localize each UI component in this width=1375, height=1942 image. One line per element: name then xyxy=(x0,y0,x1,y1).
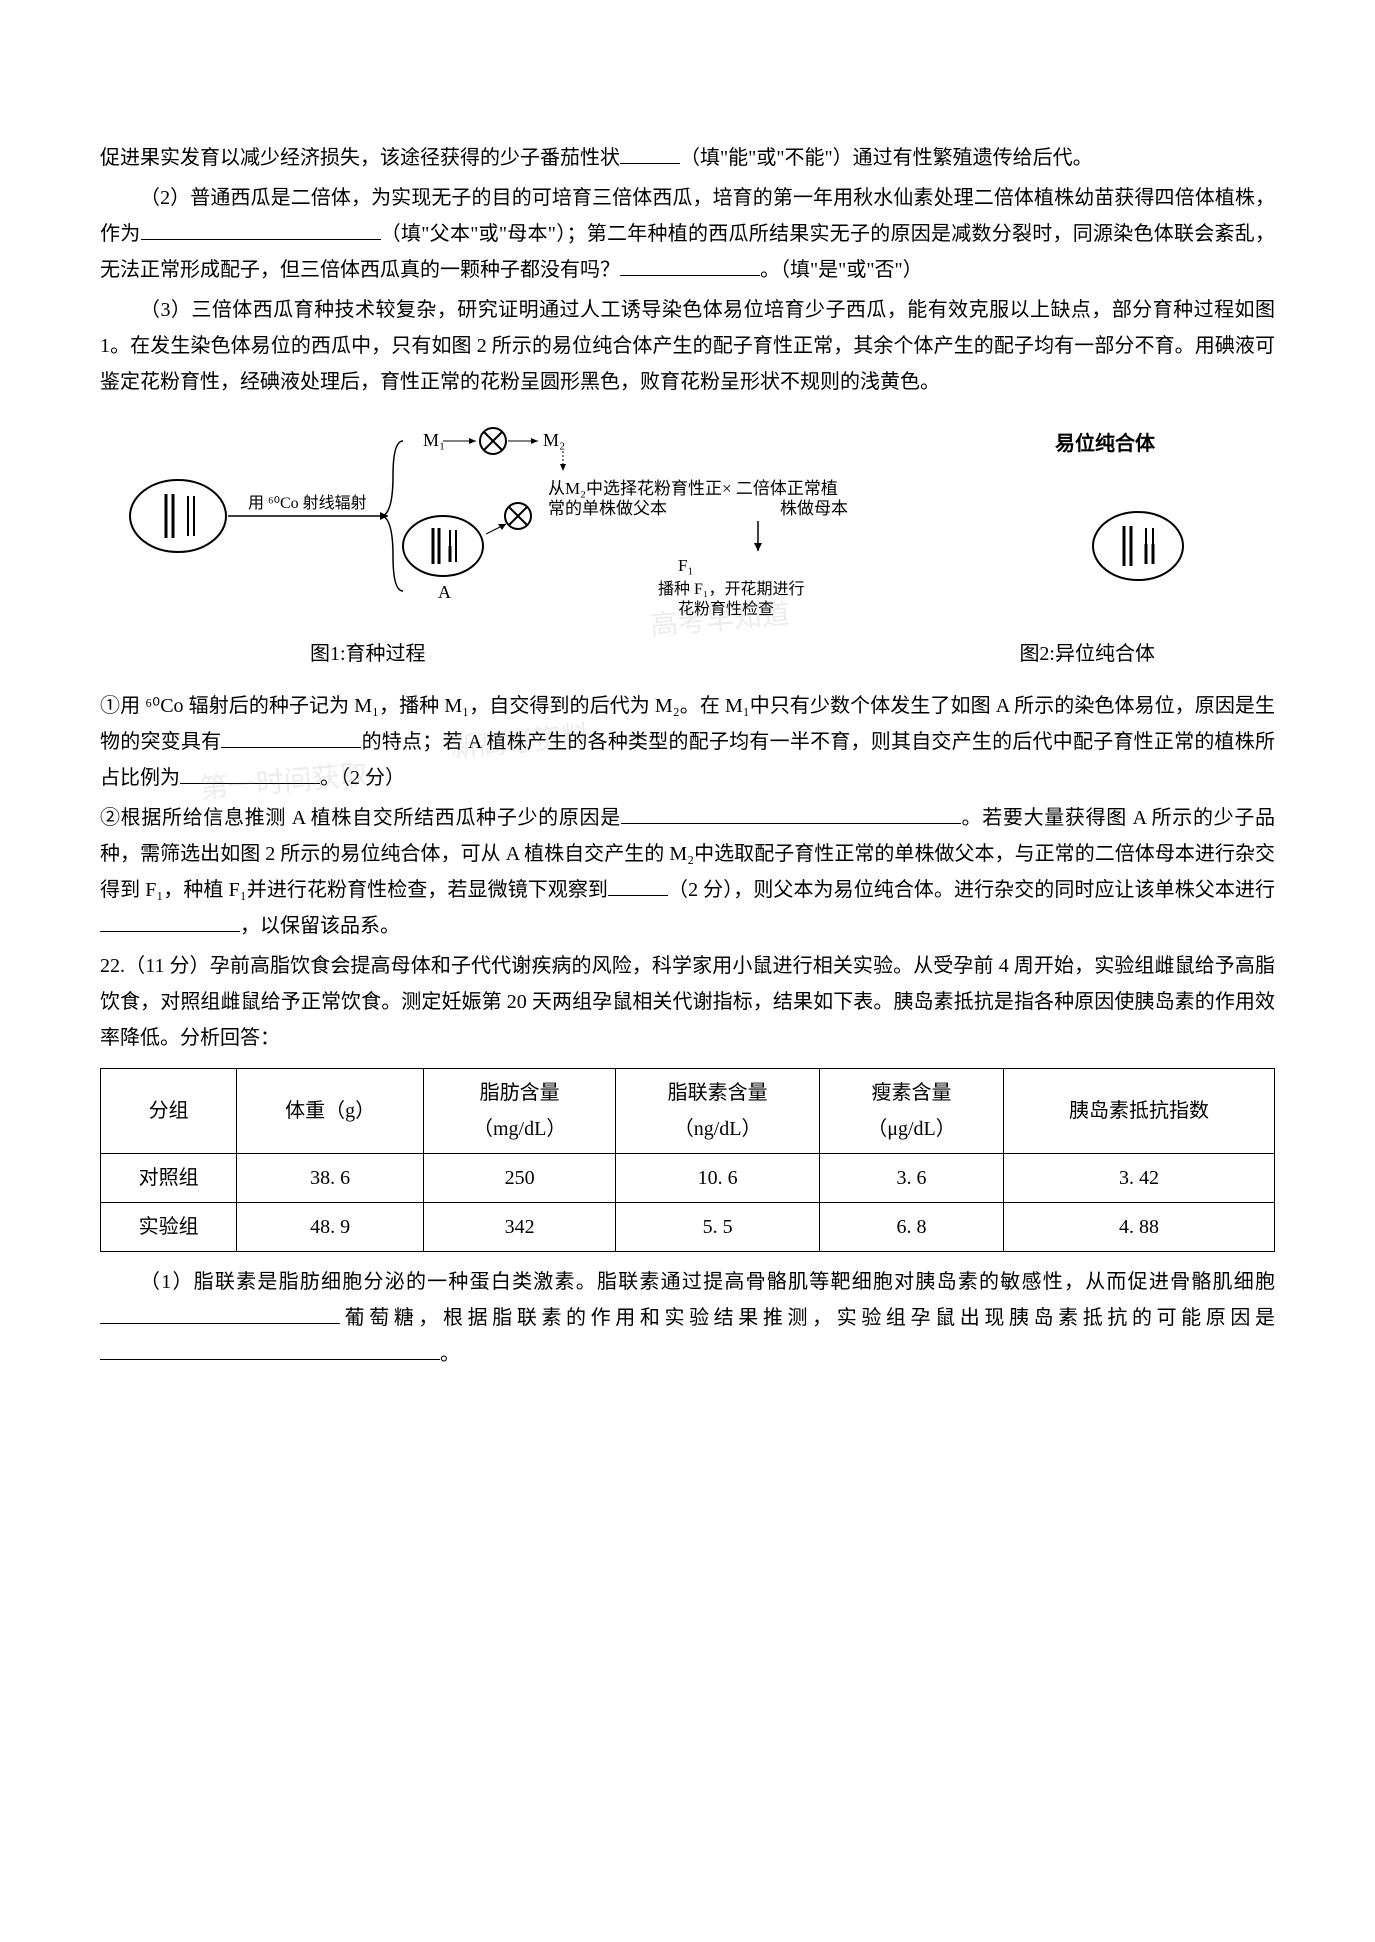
para-q2: （2）普通西瓜是二倍体，为实现无子的目的可培育三倍体西瓜，培育的第一年用秋水仙素… xyxy=(100,180,1275,288)
blank-q22b xyxy=(100,1340,440,1360)
th-insulin: 胰岛素抵抗指数 xyxy=(1004,1069,1275,1154)
text-p1-fill: （填"能"或"不能"）通过有性繁殖遗传给后代。 xyxy=(680,147,1093,169)
document-body: 促进果实发育以减少经济损失，该途径获得的少子番茄性状 （填"能"或"不能"）通过有… xyxy=(100,140,1275,1372)
para-q22-1: （1）脂联素是脂肪细胞分泌的一种蛋白类激素。脂联素通过提高骨骼肌等靶细胞对胰岛素… xyxy=(100,1264,1275,1372)
blank-p2a xyxy=(141,220,381,240)
svg-text:株做母本: 株做母本 xyxy=(780,499,848,518)
svg-text:花粉育性检查: 花粉育性检查 xyxy=(678,600,774,618)
th-weight: 体重（g） xyxy=(237,1069,424,1154)
th0-text: 分组 xyxy=(149,1100,189,1122)
table-header-row: 分组 体重（g） 脂肪含量（mg/dL） 脂联素含量（ng/dL） 瘦素含量（μ… xyxy=(101,1069,1275,1154)
th-adiponectin: 脂联素含量（ng/dL） xyxy=(616,1069,820,1154)
cell-r0c1: 38. 6 xyxy=(237,1154,424,1203)
cell-r0c3: 10. 6 xyxy=(616,1154,820,1203)
text-q22-1-end: 。 xyxy=(440,1343,460,1365)
figure-area: 易位纯合体 用 ⁶⁰Co 射线辐射 M₁ M₂ xyxy=(100,416,1275,672)
text-q22-1-pre: （1）脂联素是脂肪细胞分泌的一种蛋白类激素。脂联素通过提高骨骼肌等靶细胞对胰岛素… xyxy=(140,1271,1275,1293)
svg-text:F₁: F₁ xyxy=(678,556,693,575)
table-row: 对照组 38. 6 250 10. 6 3. 6 3. 42 xyxy=(101,1154,1275,1203)
para-q22-intro: 22.（11 分）孕前高脂饮食会提高母体和子代代谢疾病的风险，科学家用小鼠进行相… xyxy=(100,948,1275,1056)
th5-text: 胰岛素抵抗指数 xyxy=(1069,1100,1209,1122)
a-label: A xyxy=(438,582,451,602)
th-fat: 脂肪含量（mg/dL） xyxy=(424,1069,616,1154)
th-group: 分组 xyxy=(101,1069,237,1154)
cell-r1c0: 实验组 xyxy=(101,1203,237,1252)
cell-r0c5: 3. 42 xyxy=(1004,1154,1275,1203)
blank-p2b xyxy=(620,256,760,276)
para-q1-intro: 促进果实发育以减少经济损失，该途径获得的少子番茄性状 （填"能"或"不能"）通过有… xyxy=(100,140,1275,176)
metabolic-table: 分组 体重（g） 脂肪含量（mg/dL） 脂联素含量（ng/dL） 瘦素含量（μ… xyxy=(100,1068,1275,1252)
para-q3-1: 新高考资料 第一时间获取 ①用 ⁶⁰Co 辐射后的种子记为 M₁，播种 M₁，自… xyxy=(100,688,1275,796)
text-p3: （3）三倍体西瓜育种技术较复杂，研究证明通过人工诱导染色体易位培育少子西瓜，能有… xyxy=(100,299,1275,393)
svg-text:从M₂中选择花粉育性正× 二倍体正常植: 从M₂中选择花粉育性正× 二倍体正常植 xyxy=(548,479,838,498)
th-leptin: 瘦素含量（μg/dL） xyxy=(819,1069,1003,1154)
text-p2-fill2: 。（填"是"或"否"） xyxy=(760,259,923,281)
cell-r1c4: 6. 8 xyxy=(819,1203,1003,1252)
cell-r0c4: 3. 6 xyxy=(819,1154,1003,1203)
cell-r1c2: 342 xyxy=(424,1203,616,1252)
rad-label: 用 ⁶⁰Co 射线辐射 xyxy=(248,494,367,512)
blank-q1a xyxy=(221,728,361,748)
blank-p1 xyxy=(620,144,680,164)
text-q1-end: 。（2 分） xyxy=(320,767,405,789)
blank-q2b xyxy=(608,876,668,896)
caption1: 图1:育种过程 xyxy=(310,636,426,672)
m2-label: M₂ xyxy=(543,430,565,450)
cell-r1c3: 5. 5 xyxy=(616,1203,820,1252)
right-label-title: 易位纯合体 xyxy=(1055,426,1155,462)
blank-q2c xyxy=(100,912,240,932)
caption2: 图2:异位纯合体 xyxy=(1019,636,1155,672)
svg-text:播种 F₁，开花期进行: 播种 F₁，开花期进行 xyxy=(658,580,804,598)
text-p1: 促进果实发育以减少经济损失，该途径获得的少子番茄性状 xyxy=(100,147,620,169)
para-q3: （3）三倍体西瓜育种技术较复杂，研究证明通过人工诱导染色体易位培育少子西瓜，能有… xyxy=(100,292,1275,400)
text-q22-1-mid: 葡萄糖，根据脂联素的作用和实验结果推测，实验组孕鼠出现胰岛素抵抗的可能原因是 xyxy=(340,1307,1275,1329)
blank-q2a xyxy=(621,804,961,824)
cell-r1c5: 4. 88 xyxy=(1004,1203,1275,1252)
text-q22: 22.（11 分）孕前高脂饮食会提高母体和子代代谢疾病的风险，科学家用小鼠进行相… xyxy=(100,955,1275,1049)
svg-text:常的单株做父本: 常的单株做父本 xyxy=(548,499,667,518)
caption-row: 图1:育种过程 图2:异位纯合体 xyxy=(100,636,1275,672)
blank-q22a xyxy=(100,1304,340,1324)
text-q2-pre: ②根据所给信息推测 A 植株自交所结西瓜种子少的原因是 xyxy=(100,807,621,829)
m1-label: M₁ xyxy=(423,430,445,450)
text-q2-mid2: （2 分），则父本为易位纯合体。进行杂交的同时应让该单株父本进行 xyxy=(668,879,1275,901)
table-row: 实验组 48. 9 342 5. 5 6. 8 4. 88 xyxy=(101,1203,1275,1252)
cell-r1c1: 48. 9 xyxy=(237,1203,424,1252)
text-q2-end: ，以保留该品系。 xyxy=(240,915,400,937)
th1-text: 体重（g） xyxy=(285,1100,375,1122)
para-q3-2: ②根据所给信息推测 A 植株自交所结西瓜种子少的原因是。若要大量获得图 A 所示… xyxy=(100,800,1275,944)
cell-r0c2: 250 xyxy=(424,1154,616,1203)
blank-q1b xyxy=(180,764,320,784)
cell-r0c0: 对照组 xyxy=(101,1154,237,1203)
